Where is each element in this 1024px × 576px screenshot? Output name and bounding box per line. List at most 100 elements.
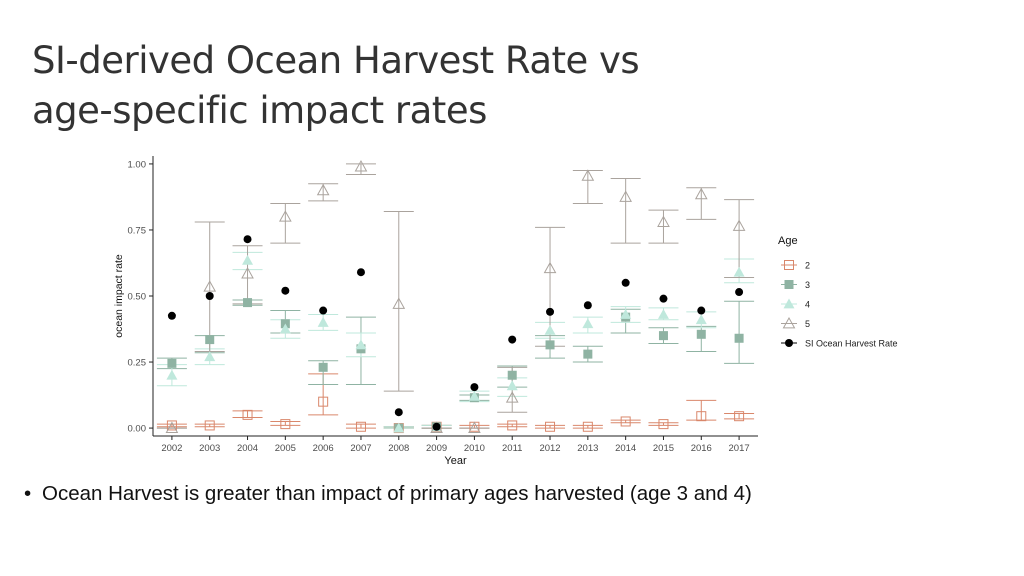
data-point-series-4 — [506, 380, 518, 391]
data-point-series-4 — [204, 351, 216, 362]
data-point-series-2 — [696, 411, 707, 422]
x-tick-label: 2016 — [691, 443, 712, 454]
bullet-dot-icon: • — [24, 482, 32, 505]
data-point-series-5 — [657, 215, 670, 227]
data-point-series-3 — [318, 362, 328, 372]
x-tick-label: 2013 — [577, 443, 598, 454]
x-tick-label: 2011 — [502, 443, 522, 454]
legend-key-marker — [782, 316, 796, 329]
legend-key-marker — [785, 339, 793, 347]
bullet-point: • Ocean Harvest is greater than impact o… — [24, 482, 1004, 506]
data-point-series-3 — [696, 329, 706, 339]
title-line-1: SI-derived Ocean Harvest Rate vs — [32, 39, 640, 82]
data-point-series-4 — [242, 254, 254, 265]
data-point-series-si-ocean-harvest-rate — [621, 278, 630, 287]
data-point-series-5 — [165, 421, 179, 433]
data-point-series-si-ocean-harvest-rate — [167, 311, 176, 320]
x-tick-label: 2007 — [350, 443, 371, 454]
data-point-series-5 — [694, 187, 708, 200]
data-point-series-4 — [620, 308, 632, 319]
legend-key-marker — [784, 260, 794, 270]
data-point-series-5 — [468, 421, 481, 433]
x-tick-label: 2003 — [199, 443, 220, 454]
y-tick-label: 0.50 — [128, 292, 147, 303]
x-tick-label: 2017 — [729, 443, 750, 454]
y-tick-label: 0.00 — [128, 424, 147, 435]
data-point-series-4 — [733, 266, 745, 277]
data-point-series-4 — [468, 390, 480, 401]
data-point-series-2 — [734, 411, 745, 422]
data-point-series-si-ocean-harvest-rate — [583, 301, 592, 310]
data-point-series-si-ocean-harvest-rate — [394, 408, 403, 417]
data-point-series-5 — [505, 391, 519, 403]
data-point-series-si-ocean-harvest-rate — [659, 294, 668, 303]
data-point-series-2 — [545, 421, 556, 432]
data-point-series-4 — [695, 314, 707, 325]
data-point-series-si-ocean-harvest-rate — [243, 235, 252, 244]
y-tick-label: 0.75 — [128, 225, 147, 236]
data-point-series-5 — [354, 160, 368, 172]
data-point-series-si-ocean-harvest-rate — [546, 307, 555, 316]
x-tick-label: 2012 — [539, 443, 560, 454]
data-point-series-5 — [278, 210, 292, 222]
legend-label: 2 — [805, 261, 810, 271]
data-point-series-si-ocean-harvest-rate — [205, 292, 214, 300]
legend-key-marker — [783, 298, 795, 309]
data-point-series-si-ocean-harvest-rate — [508, 335, 517, 344]
data-point-series-2 — [166, 420, 177, 431]
data-point-series-4 — [582, 318, 594, 329]
data-point-series-2 — [242, 409, 253, 420]
x-tick-label: 2015 — [653, 443, 674, 454]
x-tick-label: 2010 — [464, 443, 485, 454]
legend-title: Age — [778, 235, 798, 247]
data-point-series-si-ocean-harvest-rate — [735, 288, 744, 297]
data-point-series-2 — [658, 419, 669, 430]
data-point-series-3 — [205, 335, 215, 345]
x-tick-label: 2014 — [615, 443, 636, 454]
x-tick-label: 2004 — [237, 443, 258, 454]
data-point-series-4 — [393, 422, 405, 433]
data-point-series-2 — [582, 421, 593, 432]
data-point-series-5 — [203, 280, 217, 292]
data-point-series-4 — [166, 369, 178, 380]
data-point-series-4 — [279, 323, 291, 334]
data-point-series-3 — [507, 370, 517, 380]
data-point-series-3 — [734, 333, 744, 343]
data-point-series-5 — [732, 219, 746, 231]
data-point-series-5 — [392, 297, 406, 309]
x-tick-label: 2006 — [313, 443, 334, 454]
data-point-series-4 — [355, 339, 367, 350]
impact-rate-chart: 0.00 0.25 0.50 0.75 1.00 2002 2003 2004 2005 2006… — [113, 156, 898, 467]
data-point-series-si-ocean-harvest-rate — [281, 286, 290, 295]
x-tick-label: 2005 — [275, 443, 296, 454]
data-point-series-5 — [581, 169, 595, 181]
y-axis-title: ocean impact rate — [113, 254, 125, 338]
title-line-2: age-specific impact rates — [32, 89, 487, 132]
data-point-series-si-ocean-harvest-rate — [356, 268, 365, 277]
data-point-series-2 — [280, 419, 291, 430]
data-point-series-2 — [507, 420, 518, 431]
data-point-series-3 — [583, 349, 593, 359]
x-tick-label: 2002 — [161, 443, 182, 454]
data-point-series-si-ocean-harvest-rate — [432, 422, 441, 431]
data-point-series-2 — [318, 396, 329, 407]
data-point-series-4 — [544, 324, 556, 335]
data-point-series-2 — [204, 420, 215, 431]
legend-label: 5 — [805, 319, 810, 329]
data-point-series-5 — [543, 261, 557, 274]
data-point-series-4 — [657, 308, 669, 319]
data-point-series-5 — [316, 183, 330, 196]
bullet-text: Ocean Harvest is greater than impact of … — [42, 482, 752, 505]
data-point-series-3 — [545, 340, 555, 350]
data-point-series-3 — [243, 298, 253, 308]
y-tick-label: 0.25 — [128, 358, 147, 369]
page-title: SI-derived Ocean Harvest Rate vs age-spe… — [32, 36, 852, 136]
x-tick-label: 2009 — [426, 443, 447, 454]
data-point-series-si-ocean-harvest-rate — [697, 306, 706, 315]
data-point-series-3 — [167, 358, 177, 368]
data-point-series-5 — [241, 267, 254, 279]
y-tick-label: 1.00 — [128, 159, 147, 170]
data-point-series-si-ocean-harvest-rate — [470, 383, 479, 392]
legend-label: 3 — [805, 280, 810, 290]
data-point-series-3 — [658, 331, 668, 341]
